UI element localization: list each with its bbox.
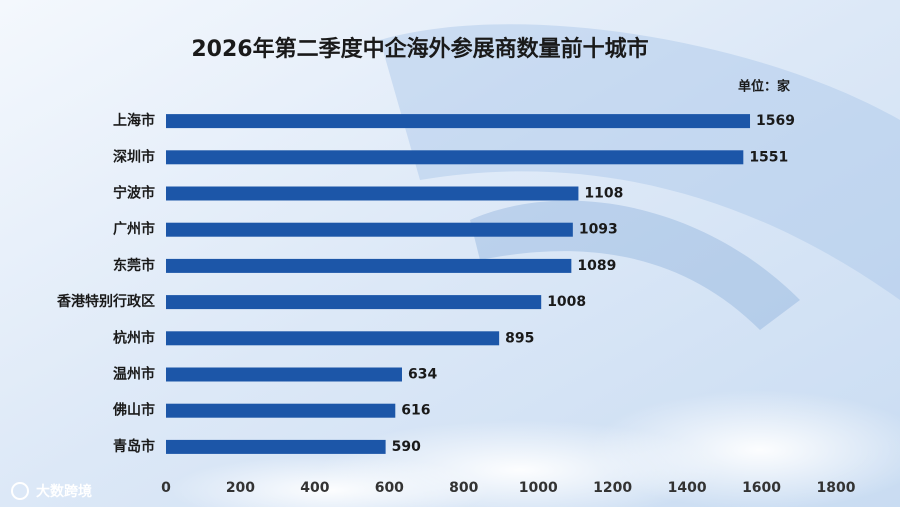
value-label: 1108 [584,186,623,202]
bar [166,367,402,382]
logo: 大数跨境 [11,482,92,500]
bar [166,331,500,346]
value-label: 1551 [749,149,788,165]
value-label: 1089 [577,258,616,274]
cloud [590,390,900,507]
x-tick-label: 0 [161,480,171,496]
value-label: 590 [392,439,421,455]
x-tick-label: 800 [449,480,478,496]
value-label: 895 [505,330,534,346]
y-tick-label: 深圳市 [113,148,155,165]
y-tick-label: 香港特别行政区 [56,293,155,310]
y-tick-label: 东莞市 [113,257,155,274]
y-tick-label: 杭州市 [113,329,155,346]
chart-title: 2026年第二季度中企海外参展商数量前十城市 [191,36,648,62]
y-tick-label: 佛山市 [112,402,155,419]
bar [166,439,386,454]
y-tick-label: 温州市 [113,366,155,383]
y-tick-label: 广州市 [113,221,155,238]
cloud [170,455,490,507]
x-tick-label: 1600 [742,480,781,496]
x-tick-label: 600 [375,480,404,496]
bar [166,295,542,310]
value-label: 1008 [547,294,586,310]
value-label: 616 [401,403,430,419]
x-tick-label: 200 [226,480,255,496]
x-tick-label: 1200 [593,480,632,496]
x-tick-label: 400 [300,480,329,496]
y-tick-label: 上海市 [113,112,155,129]
value-label: 634 [408,367,437,383]
value-label: 1569 [756,113,795,129]
bar [166,114,751,129]
bar [166,258,572,273]
bar [166,186,579,201]
unit-label: 单位：家 [738,79,791,95]
x-tick-label: 1000 [519,480,558,496]
bar [166,222,573,237]
bar [166,403,396,418]
x-tick-label: 1800 [817,480,856,496]
watermark: 大数跨境 [36,483,92,500]
y-tick-label: 宁波市 [113,185,155,202]
y-tick-label: 青岛市 [113,438,155,455]
value-label: 1093 [579,222,618,238]
x-tick-label: 1400 [668,480,707,496]
bar [166,150,744,165]
